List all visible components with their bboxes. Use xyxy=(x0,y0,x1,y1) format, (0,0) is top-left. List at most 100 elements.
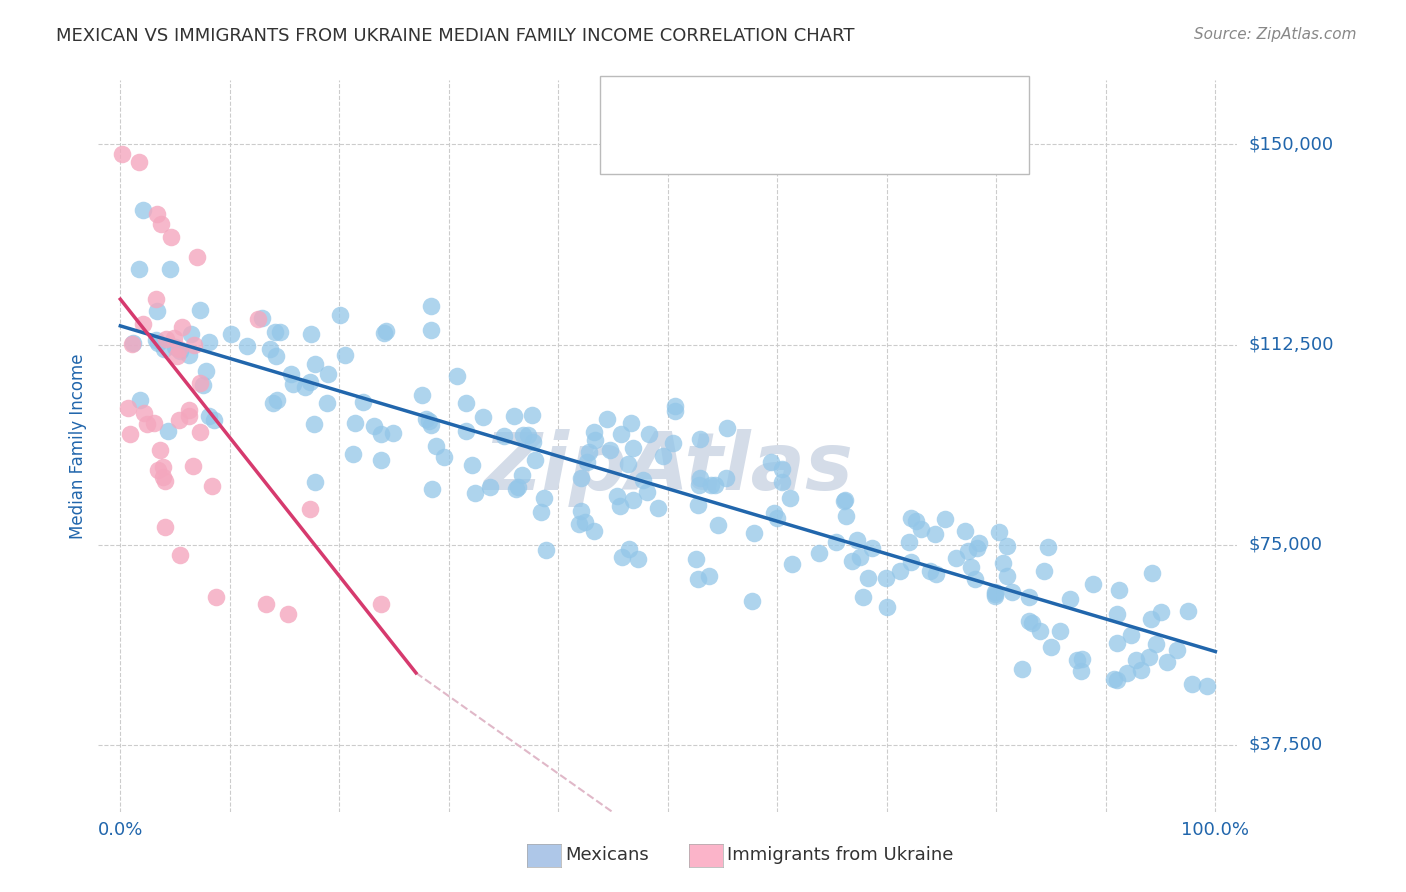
Point xyxy=(875,571,897,585)
Point xyxy=(202,413,225,427)
Point xyxy=(316,367,339,381)
Point xyxy=(1018,615,1040,629)
Point xyxy=(770,475,793,489)
Point xyxy=(627,552,650,566)
Point xyxy=(188,425,211,439)
Point xyxy=(197,335,219,350)
Point xyxy=(177,348,200,362)
Point xyxy=(329,308,352,322)
Point xyxy=(621,493,644,508)
Point xyxy=(352,394,374,409)
Point xyxy=(370,597,392,611)
Point xyxy=(221,326,243,341)
Point xyxy=(456,396,478,410)
Point xyxy=(111,147,134,161)
Point xyxy=(689,471,711,485)
Point xyxy=(375,324,398,338)
Point xyxy=(900,510,922,524)
Point xyxy=(153,343,176,357)
Point xyxy=(250,311,273,326)
Point xyxy=(370,453,392,467)
Point xyxy=(411,388,433,402)
Point xyxy=(201,479,224,493)
Point xyxy=(770,462,793,476)
Point xyxy=(373,326,395,341)
Point xyxy=(128,262,150,277)
Point xyxy=(920,564,942,578)
Point xyxy=(834,492,856,507)
Point xyxy=(835,508,858,523)
Point xyxy=(167,413,190,427)
Point xyxy=(761,455,783,469)
Point xyxy=(167,342,190,356)
Point xyxy=(578,445,600,459)
Point xyxy=(363,418,385,433)
Point xyxy=(963,572,986,586)
Point xyxy=(983,584,1005,599)
Point xyxy=(1040,640,1063,654)
Point xyxy=(259,342,281,356)
Point xyxy=(808,546,831,560)
Point xyxy=(688,498,710,512)
Point xyxy=(136,417,159,431)
Point xyxy=(530,504,553,518)
Point xyxy=(188,302,211,317)
Text: Mexicans: Mexicans xyxy=(565,847,650,864)
Point xyxy=(343,416,366,430)
Point xyxy=(1144,636,1167,650)
Point xyxy=(860,541,883,555)
Point xyxy=(425,439,447,453)
Point xyxy=(128,155,150,169)
Text: MEXICAN VS IMMIGRANTS FROM UKRAINE MEDIAN FAMILY INCOME CORRELATION CHART: MEXICAN VS IMMIGRANTS FROM UKRAINE MEDIA… xyxy=(56,27,855,45)
Point xyxy=(595,412,617,426)
Point xyxy=(152,460,174,475)
Point xyxy=(1180,677,1202,691)
Point xyxy=(825,535,848,549)
Text: R = -0.943   N = 200: R = -0.943 N = 200 xyxy=(678,95,882,114)
Point xyxy=(662,435,685,450)
Point xyxy=(163,331,186,345)
Point xyxy=(132,203,155,218)
Point xyxy=(166,350,188,364)
Point xyxy=(766,511,789,525)
Point xyxy=(503,409,526,423)
Point xyxy=(204,590,226,604)
Point xyxy=(1018,590,1040,604)
Point xyxy=(1116,666,1139,681)
Point xyxy=(686,572,709,586)
Point xyxy=(945,551,967,566)
Point xyxy=(254,597,277,611)
Point xyxy=(262,396,284,410)
Point xyxy=(169,548,191,562)
Point xyxy=(1129,663,1152,677)
Point xyxy=(132,406,155,420)
Point xyxy=(900,555,922,569)
Point xyxy=(150,217,173,231)
Point xyxy=(685,551,707,566)
Point xyxy=(520,409,543,423)
Point xyxy=(1166,642,1188,657)
Text: Immigrants from Ukraine: Immigrants from Ukraine xyxy=(727,847,953,864)
Point xyxy=(433,450,456,464)
Point xyxy=(924,527,946,541)
Point xyxy=(121,336,143,351)
Point xyxy=(198,409,221,424)
Point xyxy=(454,424,477,438)
Point xyxy=(148,335,170,350)
Point xyxy=(889,564,911,578)
Point xyxy=(177,409,200,423)
Point xyxy=(714,470,737,484)
Point xyxy=(991,557,1014,571)
Point xyxy=(145,333,167,347)
Point xyxy=(574,515,596,529)
Point xyxy=(762,506,785,520)
Point xyxy=(1083,576,1105,591)
Point xyxy=(246,312,269,326)
Point xyxy=(1150,605,1173,619)
Point xyxy=(832,494,855,508)
Point xyxy=(522,435,544,450)
Point xyxy=(266,393,288,408)
Point xyxy=(299,326,322,341)
Point xyxy=(460,458,482,472)
Point xyxy=(419,323,441,337)
